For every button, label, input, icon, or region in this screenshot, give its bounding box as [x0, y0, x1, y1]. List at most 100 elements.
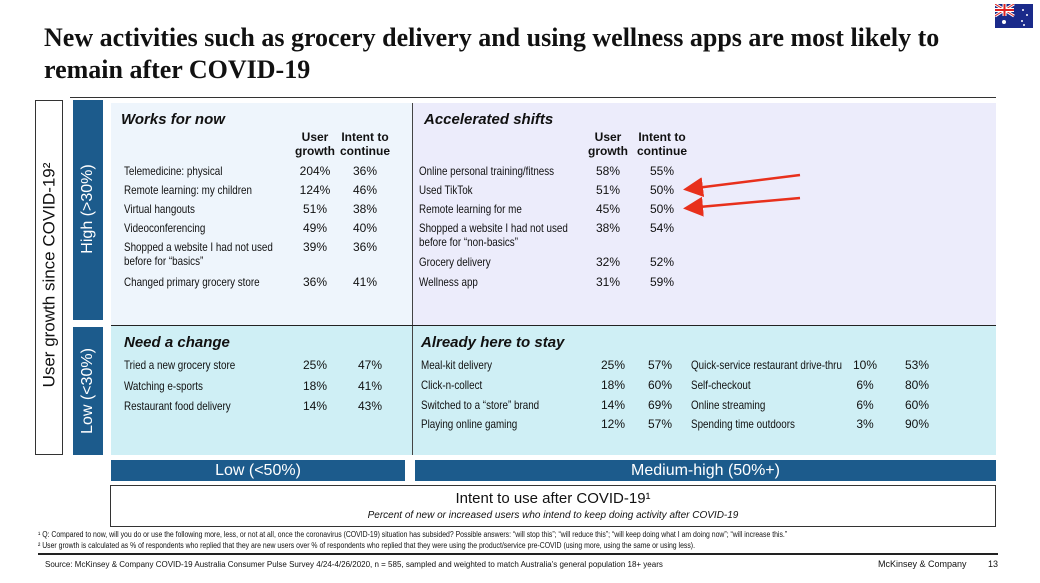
row-user-growth: 49%: [302, 221, 328, 235]
row-user-growth: 32%: [595, 255, 621, 269]
y-high-bar: High (>30%): [73, 100, 103, 320]
row-label: Self-checkout: [691, 378, 751, 392]
row-intent: 50%: [649, 202, 675, 216]
source: Source: McKinsey & Company COVID-19 Aust…: [45, 560, 663, 569]
row-label: Playing online gaming: [421, 417, 518, 431]
row-label: Used TikTok: [419, 183, 473, 197]
row-label: Meal-kit delivery: [421, 358, 493, 372]
y-high-label: High (>30%): [79, 164, 96, 254]
footer-divider: [38, 553, 998, 555]
col-header-intent: Intent to continue: [637, 130, 687, 158]
row-user-growth: 10%: [852, 358, 878, 372]
row-label: Tried a new grocery store: [124, 358, 236, 372]
row-intent: 90%: [904, 417, 930, 431]
x-axis-box: Intent to use after COVID-19¹ Percent of…: [110, 485, 996, 527]
row-label: Quick-service restaurant drive-thru: [691, 358, 842, 372]
title-divider: [70, 97, 996, 98]
row-intent: 50%: [649, 183, 675, 197]
row-intent: 57%: [647, 417, 673, 431]
row-user-growth: 58%: [595, 164, 621, 178]
row-label: Wellness app: [419, 275, 478, 289]
row-label: Changed primary grocery store: [124, 275, 260, 289]
australia-flag-icon: [995, 4, 1033, 28]
row-label: Restaurant food delivery: [124, 399, 231, 413]
row-intent: 46%: [352, 183, 378, 197]
row-intent: 53%: [904, 358, 930, 372]
row-user-growth: 36%: [302, 275, 328, 289]
row-user-growth: 51%: [595, 183, 621, 197]
row-user-growth: 124%: [299, 183, 331, 197]
need-title: Need a change: [124, 334, 230, 351]
row-user-growth: 51%: [302, 202, 328, 216]
row-user-growth: 18%: [600, 378, 626, 392]
row-intent: 38%: [352, 202, 378, 216]
y-axis-label: User growth since COVID-19²: [39, 162, 59, 388]
row-user-growth: 6%: [856, 398, 874, 412]
works-for-now-panel: [111, 103, 412, 325]
row-user-growth: 25%: [600, 358, 626, 372]
row-user-growth: 3%: [856, 417, 874, 431]
row-user-growth: 204%: [299, 164, 331, 178]
page-number: 13: [988, 559, 999, 569]
row-user-growth: 6%: [856, 378, 874, 392]
row-intent: 40%: [352, 221, 378, 235]
row-user-growth: 38%: [595, 221, 621, 235]
arrow-remote-learning: [683, 196, 801, 217]
row-label: Click-n-collect: [421, 378, 483, 392]
row-intent: 59%: [649, 275, 675, 289]
row-label: Online streaming: [691, 398, 766, 412]
row-user-growth: 12%: [600, 417, 626, 431]
y-low-bar: Low (<30%): [73, 327, 103, 455]
row-intent: 80%: [904, 378, 930, 392]
row-intent: 54%: [649, 221, 675, 235]
row-label: Remote learning: my children: [124, 183, 252, 197]
row-label: Remote learning for me: [419, 202, 522, 216]
col-header-intent: Intent to continue: [340, 130, 390, 158]
works-title: Works for now: [121, 111, 225, 128]
row-intent: 69%: [647, 398, 673, 412]
row-user-growth: 25%: [302, 358, 328, 372]
need-a-change-panel: [111, 326, 412, 455]
arrows: [683, 173, 801, 217]
row-user-growth: 31%: [595, 275, 621, 289]
row-label: Watching e-sports: [124, 379, 203, 393]
row-user-growth: 39%: [302, 240, 328, 254]
arrow-tiktok: [683, 173, 801, 198]
stay-title: Already here to stay: [421, 334, 565, 351]
vertical-divider: [412, 103, 413, 455]
row-user-growth: 45%: [595, 202, 621, 216]
col-header-growth: User growth: [295, 130, 335, 158]
x-axis-label: Intent to use after COVID-19¹: [455, 490, 651, 507]
y-axis-box: User growth since COVID-19²: [35, 100, 63, 455]
row-intent: 57%: [647, 358, 673, 372]
row-intent: 47%: [357, 358, 383, 372]
row-intent: 43%: [357, 399, 383, 413]
row-label: Telemedicine: physical: [124, 164, 223, 178]
row-intent: 36%: [352, 164, 378, 178]
row-label: Shopped a website I had not used before …: [419, 221, 568, 249]
row-label: Switched to a “store” brand: [421, 398, 540, 412]
row-intent: 36%: [352, 240, 378, 254]
row-intent: 60%: [647, 378, 673, 392]
row-label: Online personal training/fitness: [419, 164, 555, 178]
horizontal-divider: [111, 325, 996, 326]
footnote-2: ² User growth is calculated as % of resp…: [38, 541, 695, 550]
accelerated-title: Accelerated shifts: [424, 111, 554, 128]
x-high-bar: Medium-high (50%+): [415, 460, 996, 481]
row-intent: 52%: [649, 255, 675, 269]
row-intent: 41%: [357, 379, 383, 393]
row-intent: 55%: [649, 164, 675, 178]
footnote-1: ¹ Q: Compared to now, will you do or use…: [38, 530, 788, 539]
x-low-bar: Low (<50%): [111, 460, 405, 481]
x-axis-sublabel: Percent of new or increased users who in…: [367, 510, 739, 521]
row-user-growth: 18%: [302, 379, 328, 393]
row-user-growth: 14%: [302, 399, 328, 413]
y-low-label: Low (<30%): [79, 348, 96, 434]
row-label: Shopped a website I had not used before …: [124, 240, 273, 268]
row-user-growth: 14%: [600, 398, 626, 412]
page-title: New activities such as grocery delivery …: [44, 23, 940, 84]
accelerated-shifts-panel: [413, 103, 996, 325]
already-here-panel: [413, 326, 996, 455]
row-label: Spending time outdoors: [691, 417, 795, 431]
col-header-growth: User growth: [588, 130, 628, 158]
